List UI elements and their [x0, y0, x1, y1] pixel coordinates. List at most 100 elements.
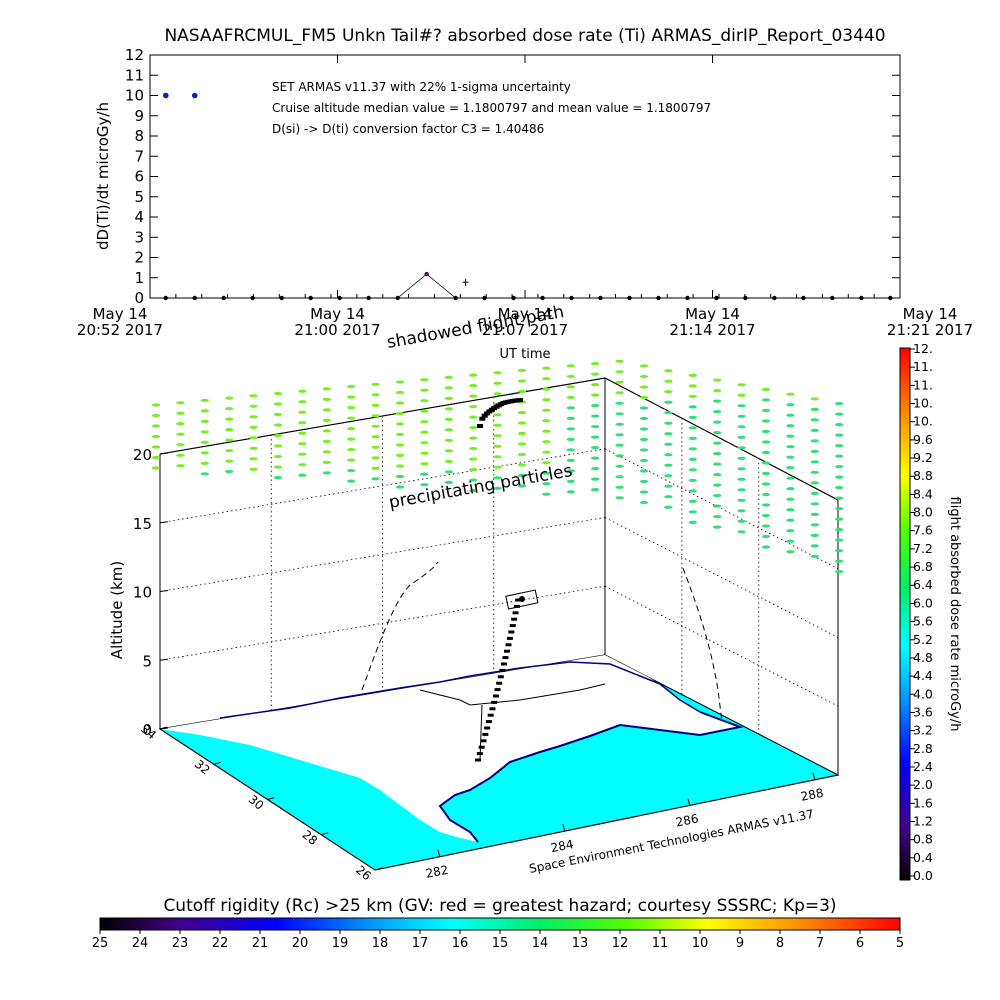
right-cb-tick-label: 8.4: [913, 486, 933, 501]
top-x-axis-label: UT time: [500, 347, 551, 362]
bottom-cb-tick-label: 20: [292, 936, 309, 951]
particle-mark: [786, 497, 795, 501]
particle-mark: [761, 450, 771, 455]
particle-mark: [517, 379, 527, 383]
particle-mark: [176, 401, 185, 405]
particle-mark: [249, 404, 258, 408]
flight-track: [475, 398, 523, 762]
particle-mark: [688, 447, 697, 451]
bottom-cb-tick-label: 17: [412, 936, 429, 951]
data-point: [859, 295, 864, 301]
particle-mark: [542, 482, 551, 486]
lat-tick-mark: [213, 761, 221, 765]
particle-mark: [810, 397, 819, 401]
bottom-cb-tick-label: 19: [332, 936, 349, 951]
particle-mark: [639, 385, 649, 389]
particle-mark: [566, 479, 575, 483]
particle-mark: [810, 449, 819, 453]
particle-mark: [347, 458, 356, 462]
particle-mark: [737, 498, 746, 502]
particle-mark: [688, 478, 697, 482]
right-cb-tick-label: 2.8: [913, 741, 933, 756]
particle-mark: [835, 402, 844, 406]
particle-mark: [322, 418, 331, 422]
particle-mark: [761, 398, 771, 402]
bottom-cb-tick-label: 8: [776, 936, 784, 951]
particle-mark: [737, 414, 746, 418]
particle-mark: [371, 477, 380, 481]
particle-mark: [786, 529, 795, 533]
y-tick-label: 11: [125, 66, 144, 84]
z-ticks: 0 5 10 15 20: [133, 446, 169, 739]
particle-mark: [517, 389, 527, 394]
particle-mark: [444, 459, 453, 463]
particle-mark: [591, 362, 600, 366]
particle-mark: [664, 379, 673, 383]
particle-mark: [151, 455, 161, 460]
particle-mark: [786, 550, 795, 554]
right-cb-tick-label: 0.0: [913, 868, 933, 883]
particle-mark: [737, 393, 746, 397]
particle-mark: [591, 446, 600, 450]
top-data-marks: [162, 92, 893, 301]
legend-marker: [162, 92, 169, 99]
particle-mark: [469, 373, 478, 377]
particle-mark: [713, 483, 722, 487]
bottom-cb-tick-label: 14: [532, 936, 549, 951]
series-line: [165, 273, 891, 299]
particle-mark: [713, 494, 722, 498]
particle-mark: [298, 421, 307, 425]
z-tick-mark: [159, 521, 169, 524]
particle-mark: [615, 359, 624, 363]
particle-mark: [249, 415, 258, 419]
track-point: [506, 636, 513, 640]
particle-mark: [298, 463, 307, 467]
particle-mark: [176, 432, 185, 436]
track-point: [496, 681, 503, 685]
particle-mark: [493, 455, 502, 459]
particle-mark: [639, 395, 649, 400]
particle-mark: [835, 496, 844, 500]
particle-mark: [566, 458, 575, 462]
particle-mark: [591, 435, 600, 439]
particle-mark: [347, 427, 356, 431]
coastline: [438, 711, 744, 843]
particle-mark: [542, 387, 551, 391]
particle-mark: [493, 371, 502, 375]
particle-mark: [713, 515, 722, 519]
data-point: [888, 295, 893, 301]
bottom-colorbar-label: Cutoff rigidity (Rc) >25 km (GV: red = g…: [163, 896, 836, 916]
y-tick-label: 9: [134, 107, 144, 125]
particle-mark: [835, 528, 844, 532]
particle-mark: [713, 389, 722, 393]
data-point: [685, 295, 690, 301]
particle-mark: [786, 392, 795, 396]
particle-mark: [298, 389, 307, 393]
particle-mark: [542, 377, 551, 381]
particle-mark: [517, 368, 527, 373]
particle-mark: [322, 450, 331, 454]
particle-mark: [639, 458, 649, 463]
particle-mark: [395, 485, 405, 489]
particle-mark: [713, 399, 722, 403]
data-point: [482, 295, 487, 301]
particle-mark: [444, 386, 453, 390]
particle-mark: [664, 411, 673, 415]
x-tick-label-time: 21:07 2017: [482, 321, 568, 339]
particle-mark: [761, 545, 771, 549]
bottom-cb-tick-label: 23: [172, 936, 189, 951]
particle-mark: [249, 467, 258, 471]
particle-mark: [493, 392, 502, 396]
particle-mark: [420, 472, 429, 476]
particle-mark: [786, 403, 795, 407]
particle-mark: [395, 464, 405, 468]
z-tick-label: 0: [142, 721, 152, 739]
particle-mark: [639, 500, 649, 505]
right-cb-tick-label: 4.4: [913, 668, 933, 683]
particle-mark: [395, 380, 405, 384]
particle-mark: [810, 523, 819, 527]
particle-mark: [469, 384, 478, 388]
particle-mark: [200, 419, 209, 423]
particle-mark: [322, 460, 331, 464]
